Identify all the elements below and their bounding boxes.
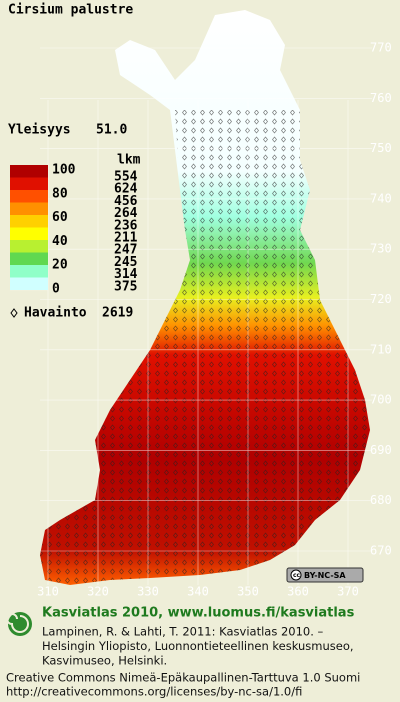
legend-swatch <box>10 165 48 178</box>
y-coordinate-label: 690 <box>370 443 392 457</box>
legend-swatch <box>10 277 48 290</box>
legend-scale-label: 20 <box>52 258 68 273</box>
y-coordinate-label: 750 <box>370 141 392 155</box>
license-line: Creative Commons Nimeä-Epäkaupallinen-Ta… <box>6 671 360 685</box>
legend-swatch <box>10 265 48 278</box>
legend-swatch <box>10 240 48 253</box>
x-coordinate-label: 330 <box>137 585 159 599</box>
observations-value: 2619 <box>102 306 133 321</box>
observations-label: Havainto <box>24 306 87 321</box>
legend-count: 554 <box>114 170 138 185</box>
frequency-label: Yleisyys <box>8 123 71 138</box>
badge-text: BY-NC-SA <box>304 571 346 580</box>
y-coordinate-label: 670 <box>370 544 392 558</box>
y-coordinate-label: 770 <box>370 41 392 55</box>
legend-swatch <box>10 215 48 228</box>
legend-count: 624 <box>114 182 138 197</box>
citation-line: Kasvimuseo, Helsinki. <box>42 654 167 668</box>
y-coordinate-label: 730 <box>370 242 392 256</box>
legend-count: 456 <box>114 194 138 209</box>
citation-line: Lampinen, R. & Lahti, T. 2011: Kasviatla… <box>42 625 324 639</box>
footer-heading: Kasviatlas 2010, www.luomus.fi/kasviatla… <box>42 606 355 621</box>
legend-count: 264 <box>114 206 138 221</box>
legend-scale-label: 80 <box>52 186 68 201</box>
legend-count: 314 <box>114 267 138 282</box>
frequency-value: 51.0 <box>96 123 127 138</box>
legend-count: 236 <box>114 218 138 233</box>
logo <box>6 612 32 636</box>
legend-count: 245 <box>114 255 137 270</box>
x-coordinate-label: 310 <box>37 585 59 599</box>
legend-swatch <box>10 202 48 215</box>
citation-line: Helsingin Yliopisto, Luonnontieteellinen… <box>42 639 354 653</box>
y-coordinate-label: 740 <box>370 191 392 205</box>
cc-badge: cc BY-NC-SA <box>286 567 364 583</box>
svg-text:cc: cc <box>293 572 301 579</box>
legend-scale-label: 100 <box>52 163 76 178</box>
x-coordinate-label: 370 <box>337 585 359 599</box>
legend-swatch <box>10 252 48 265</box>
x-coordinate-label: 340 <box>187 585 209 599</box>
legend-scale-label: 40 <box>52 234 68 249</box>
legend-swatch <box>10 190 48 203</box>
species-title: Cirsium palustre <box>8 3 133 18</box>
y-coordinate-label: 760 <box>370 91 392 105</box>
y-coordinate-label: 700 <box>370 393 392 407</box>
observation-symbol <box>10 308 18 318</box>
legend-count: 211 <box>114 231 138 246</box>
legend-swatch <box>10 227 48 240</box>
count-header: lkm <box>117 153 141 168</box>
license-line: http://creativecommons.org/licenses/by-n… <box>6 685 302 699</box>
x-coordinate-label: 350 <box>237 585 259 599</box>
legend-scale-label: 0 <box>52 282 60 297</box>
legend-swatch <box>10 177 48 190</box>
x-coordinate-label: 360 <box>287 585 309 599</box>
x-coordinate-label: 320 <box>87 585 109 599</box>
legend-scale-label: 60 <box>52 210 68 225</box>
y-coordinate-label: 710 <box>370 342 392 356</box>
observation-pattern <box>40 110 370 585</box>
coordinate-grid <box>40 47 372 585</box>
legend-count: 247 <box>114 243 137 258</box>
y-coordinate-label: 720 <box>370 292 392 306</box>
y-coordinate-label: 680 <box>370 493 392 507</box>
legend-count: 375 <box>114 279 137 294</box>
